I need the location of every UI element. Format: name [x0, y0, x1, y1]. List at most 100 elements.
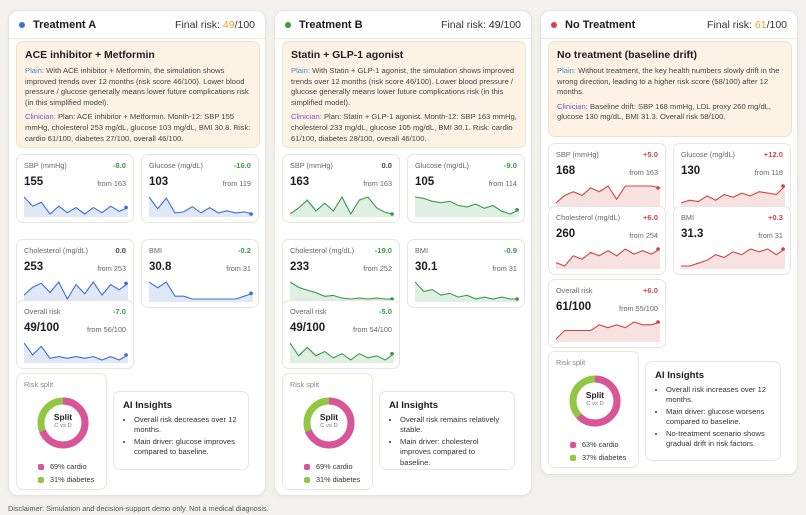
metric-sparkline — [556, 320, 660, 342]
metric-delta: -5.0 — [378, 307, 392, 316]
metric-baseline: from 56/100 — [87, 325, 126, 334]
sparkline-area — [290, 282, 394, 302]
sparkline-end-dot — [124, 205, 128, 210]
final-risk: Final risk: 61/100 — [707, 18, 787, 31]
metric-delta: -9.0 — [503, 161, 517, 170]
sparkline-end-dot — [656, 320, 660, 324]
donut-title: Split — [585, 390, 605, 400]
metric-value: 105 — [415, 176, 435, 188]
overall-risk-card: Overall risk -5.0 49/100 from 54/100 — [282, 300, 400, 369]
donut-title: Split — [319, 412, 339, 422]
risk-split-donut — [303, 397, 355, 449]
sparkline-end-dot — [249, 212, 253, 216]
sparkline-line — [290, 342, 394, 361]
sparkline-end-dot — [656, 186, 660, 190]
sparkline-area — [290, 197, 394, 217]
metric-label: BMI — [681, 213, 694, 222]
sparkline-area — [681, 249, 785, 269]
metric-delta: -19.0 — [374, 246, 392, 255]
ai-insights: AI Insights Overall risk decreases over … — [113, 391, 249, 470]
plain-explanation: Plain: Without treatment, the key health… — [557, 66, 780, 97]
panel-header: Treatment B Final risk: 49/100 — [275, 11, 531, 39]
metric-sparkline — [24, 196, 128, 217]
glucose-card: Glucose (mg/dL) -16.0 103 from 119 — [141, 154, 259, 223]
legend-cardio: 69% cardio — [304, 462, 353, 471]
metric-sparkline — [415, 281, 519, 302]
metric-baseline: from 31 — [758, 231, 783, 240]
sparkline-line — [290, 281, 394, 300]
metric-value: 61/100 — [556, 301, 592, 313]
plain-explanation: Plain: With Statin + GLP-1 agonist, the … — [291, 66, 515, 107]
donut-subtitle: C vs D — [586, 401, 604, 407]
sbp-card: SBP (mmHg) +5.0 168 from 163 — [548, 143, 666, 212]
metric-baseline: from 31 — [226, 264, 251, 273]
legend-swatch — [38, 463, 44, 470]
legend-swatch — [38, 476, 44, 483]
sparkline-area — [556, 249, 660, 269]
risk-split-label: Risk split — [290, 380, 320, 389]
sparkline-line — [24, 281, 128, 301]
ai-insights: AI Insights Overall risk remains relativ… — [379, 391, 515, 470]
metric-baseline: from 163 — [629, 168, 658, 177]
plan-title: ACE inhibitor + Metformin — [25, 49, 155, 61]
metric-delta: -0.9 — [503, 246, 517, 255]
metric-delta: +6.0 — [643, 213, 658, 222]
metric-baseline: from 163 — [97, 179, 126, 188]
treatment-b-panel: Treatment B Final risk: 49/100 Statin + … — [274, 10, 532, 496]
sparkline-line — [149, 281, 253, 300]
insight-item: Overall risk increases over 12 months. — [666, 385, 772, 406]
sparkline-line — [290, 195, 394, 216]
sparkline-line — [556, 321, 660, 340]
donut-cardio-arc — [37, 397, 89, 449]
risk-split-card: Risk split Split C vs D 69% cardio 31% di… — [282, 373, 373, 490]
final-risk: Final risk: 49/100 — [175, 18, 255, 31]
ai-insights-title: AI Insights — [123, 400, 173, 411]
metric-sparkline — [681, 247, 785, 269]
bmi-card: BMI -0.9 30.1 from 31 — [407, 239, 525, 308]
sparkline-area — [24, 343, 128, 363]
metric-sparkline — [24, 342, 128, 363]
sparkline-line — [415, 281, 519, 300]
metric-label: Cholesterol (mg/dL) — [290, 246, 355, 255]
metric-delta: 0.0 — [381, 161, 392, 170]
metric-sparkline — [149, 281, 253, 302]
sparkline-area — [556, 322, 660, 342]
plan-summary: ACE inhibitor + Metformin Plain: With AC… — [16, 41, 260, 148]
panel-title: Treatment B — [299, 18, 363, 31]
metric-label: Cholesterol (mg/dL) — [556, 213, 621, 222]
sparkline-area — [415, 282, 519, 302]
sparkline-end-dot — [515, 297, 519, 301]
sparkline-line — [556, 185, 660, 204]
status-dot-icon — [285, 21, 291, 28]
metric-label: Glucose (mg/dL) — [681, 150, 735, 159]
metric-value: 103 — [149, 176, 169, 188]
metric-baseline: from 253 — [97, 264, 126, 273]
clinician-explanation: Clinician: Plan: ACE inhibitor + Metform… — [25, 112, 251, 143]
metric-label: Overall risk — [24, 307, 61, 316]
metric-sparkline — [681, 184, 785, 206]
sparkline-end-dot — [124, 281, 128, 286]
clinician-explanation: Clinician: Plan: Statin + GLP-1 agonist.… — [291, 112, 517, 143]
bmi-card: BMI +0.3 31.3 from 31 — [673, 206, 791, 275]
metric-delta: -16.0 — [233, 161, 251, 170]
sparkline-area — [149, 197, 253, 217]
metric-baseline: from 55/100 — [619, 304, 658, 313]
metric-value: 163 — [290, 176, 310, 188]
metric-baseline: from 31 — [492, 264, 517, 273]
plan-summary: Statin + GLP-1 agonist Plain: With Stati… — [282, 41, 526, 148]
sparkline-end-dot — [515, 207, 519, 212]
final-risk-score: 61 — [754, 18, 767, 31]
metric-delta: +12.0 — [763, 150, 783, 159]
sparkline-area — [24, 282, 128, 302]
no-treatment-panel: No Treatment Final risk: 61/100 No treat… — [540, 10, 798, 475]
sparkline-line — [24, 342, 128, 361]
legend-swatch — [570, 454, 576, 461]
metric-baseline: from 118 — [754, 168, 783, 177]
metric-value: 260 — [556, 228, 576, 240]
insight-item: Main driver: glucose improves compared t… — [134, 437, 240, 458]
metric-value: 168 — [556, 165, 576, 177]
metric-label: BMI — [149, 246, 162, 255]
sparkline-line — [556, 248, 660, 267]
donut-subtitle: C vs D — [54, 423, 72, 429]
sparkline-area — [556, 186, 660, 206]
